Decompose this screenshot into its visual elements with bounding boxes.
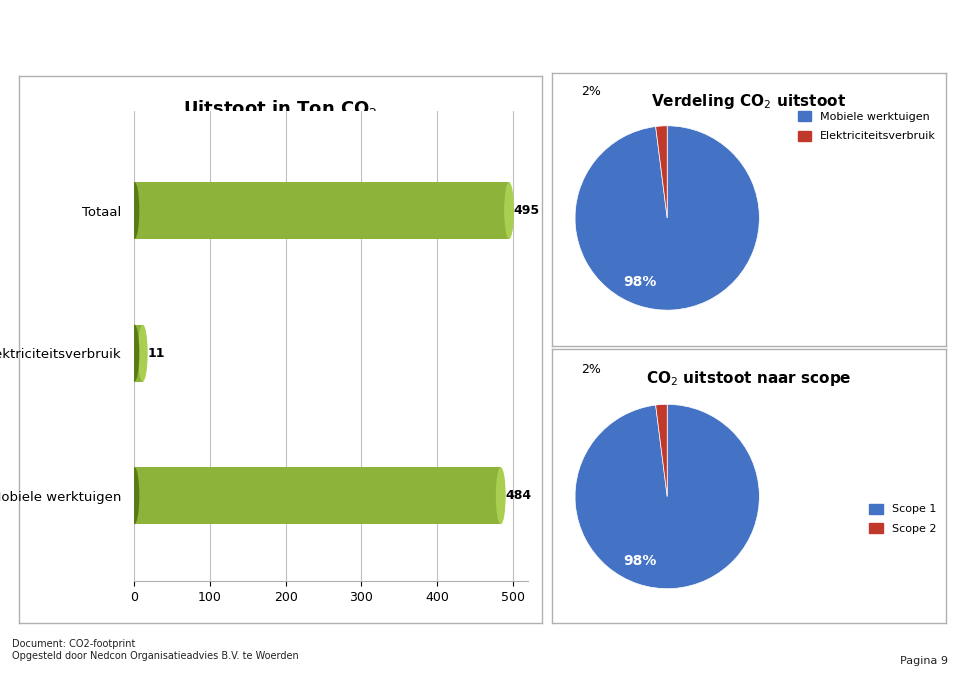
Text: Uitstoot in Ton CO$_2$: Uitstoot in Ton CO$_2$ [183, 98, 378, 119]
Text: 2%: 2% [581, 363, 601, 376]
Wedge shape [575, 404, 759, 589]
Ellipse shape [130, 467, 139, 525]
Wedge shape [656, 404, 667, 497]
Ellipse shape [130, 182, 139, 239]
Ellipse shape [495, 467, 506, 525]
Text: Pagina 9: Pagina 9 [900, 656, 948, 666]
Text: 495: 495 [514, 204, 540, 217]
Bar [134, 325, 143, 382]
Wedge shape [656, 126, 667, 218]
Text: 2%: 2% [581, 84, 601, 98]
Text: 8. Overzicht emissies: 8. Overzicht emissies [12, 44, 194, 60]
Bar [134, 467, 501, 525]
Text: 98%: 98% [623, 554, 657, 568]
Ellipse shape [138, 325, 148, 382]
Wedge shape [575, 126, 759, 310]
Text: 98%: 98% [623, 275, 657, 289]
Legend: Mobiele werktuigen, Elektriciteitsverbruik: Mobiele werktuigen, Elektriciteitsverbru… [798, 111, 936, 141]
Text: 2014: 2014 [661, 43, 711, 61]
Bar [134, 182, 509, 239]
Legend: Scope 1, Scope 2: Scope 1, Scope 2 [870, 504, 936, 534]
Text: CO$_2$ uitstoot naar scope: CO$_2$ uitstoot naar scope [646, 369, 852, 388]
Text: Document: CO2-footprint
Opgesteld door Nedcon Organisatieadvies B.V. te Woerden: Document: CO2-footprint Opgesteld door N… [12, 639, 299, 661]
Text: 484: 484 [505, 489, 532, 502]
Text: 11: 11 [147, 347, 165, 360]
Ellipse shape [504, 182, 514, 239]
Ellipse shape [130, 325, 139, 382]
Text: Verdeling CO$_2$ uitstoot: Verdeling CO$_2$ uitstoot [651, 92, 847, 111]
